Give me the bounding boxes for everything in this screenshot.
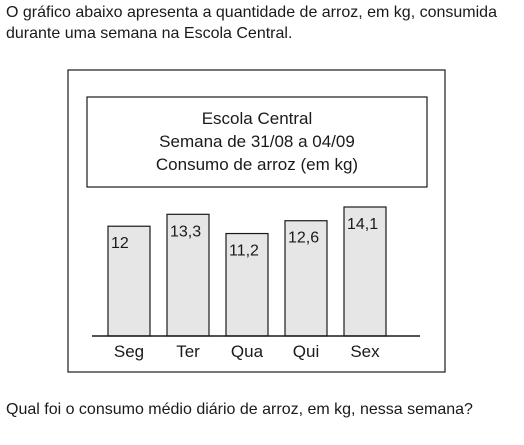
question-text: Qual foi o consumo médio diário de arroz… — [6, 401, 473, 418]
data-label-seg: 12 — [111, 235, 129, 252]
data-label-ter: 13,3 — [170, 223, 201, 240]
bars-group: 12 13,3 11,2 12,6 14,1 — [107, 206, 387, 337]
data-label-qua: 11,2 — [229, 243, 259, 260]
chart-title-line-3: Consumo de arroz (em kg) — [156, 155, 358, 174]
chart-title-line-2: Semana de 31/08 a 04/09 — [159, 132, 355, 151]
intro-text: O gráfico abaixo apresenta a quantidade … — [6, 4, 497, 42]
chart-title-line-1: Escola Central — [202, 109, 313, 128]
data-label-qui: 12,6 — [288, 230, 319, 247]
chart-outer-frame — [67, 69, 446, 373]
x-tick-label-qua: Qua — [231, 342, 264, 361]
bar-seg — [107, 225, 151, 337]
x-tick-label-ter: Ter — [176, 342, 200, 361]
x-tick-label-sex: Sex — [350, 342, 380, 361]
x-tick-label-seg: Seg — [114, 342, 144, 361]
x-axis-labels: Seg Ter Qua Qui Sex — [114, 342, 380, 361]
chart-title-box — [86, 96, 428, 188]
x-tick-label-qui: Qui — [293, 342, 319, 361]
data-label-sex: 14,1 — [347, 216, 378, 233]
